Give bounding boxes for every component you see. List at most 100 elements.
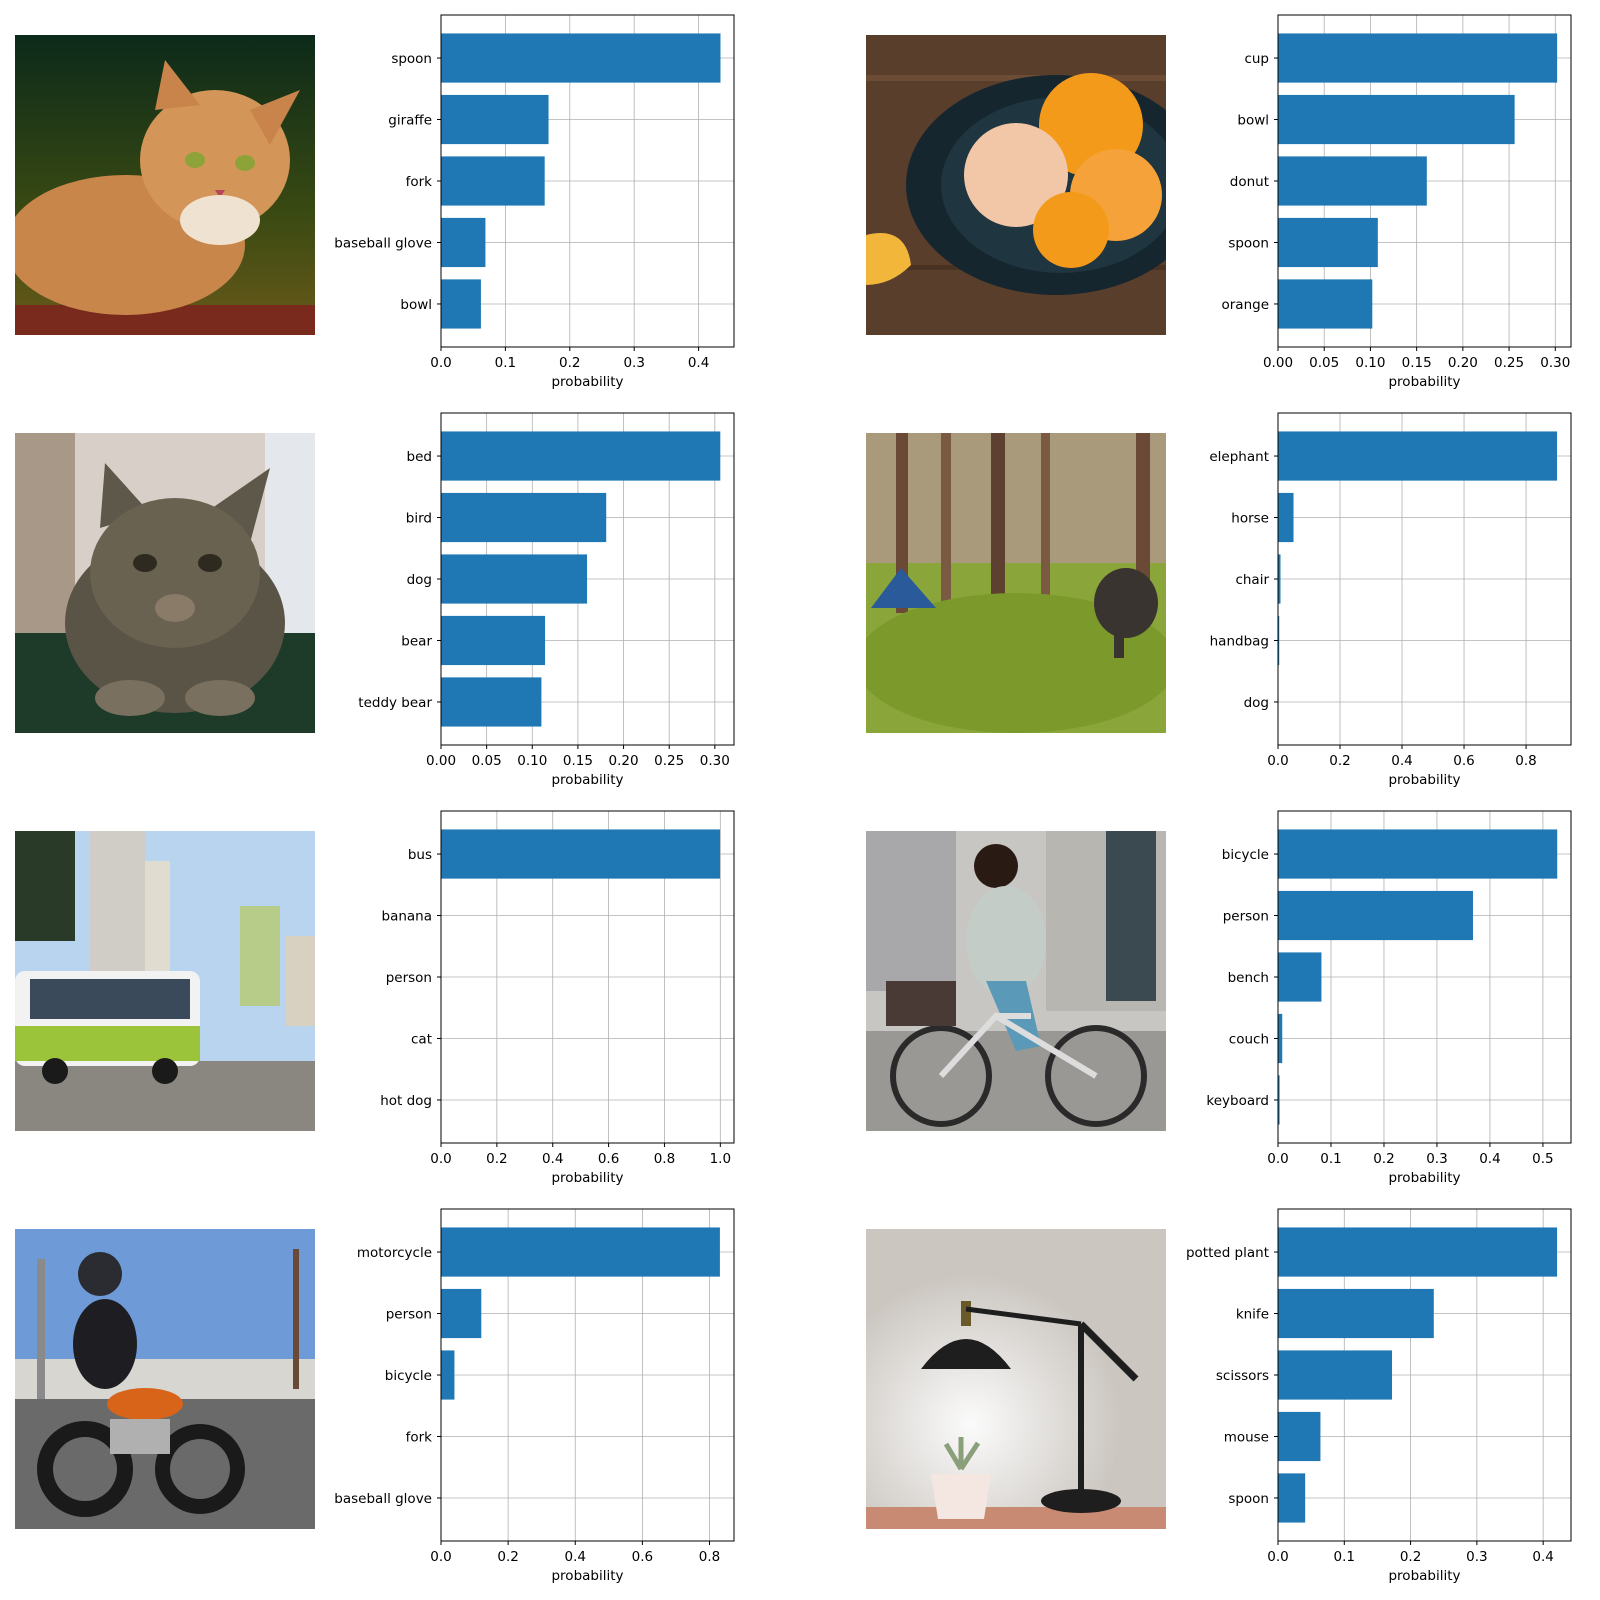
- chart-4-svg: elephant horse chair handbag dog 0.0 0.2 0.4 0.6…: [1209, 412, 1572, 788]
- bar-mouse: [1278, 1411, 1321, 1462]
- y-tick-label: fork: [406, 1429, 433, 1445]
- bar-donut: [1278, 156, 1427, 206]
- x-tick-label: 0.05: [1309, 355, 1339, 371]
- y-tick-label: bicycle: [385, 1368, 432, 1384]
- x-tick-label: 0.00: [426, 753, 456, 769]
- photo-4: [866, 433, 1166, 733]
- woman-bicycle-photo: [866, 831, 1166, 1131]
- y-tick-label: bicycle: [1222, 847, 1269, 863]
- y-tick-label: giraffe: [388, 113, 432, 129]
- x-tick-label: 0.4: [1391, 753, 1412, 769]
- y-tick-label: teddy bear: [358, 695, 432, 711]
- desk-lamp-plant-photo: [866, 1229, 1166, 1529]
- y-tick-label: dog: [1244, 695, 1269, 711]
- y-tick-label: couch: [1229, 1031, 1269, 1047]
- y-tick-label: dog: [407, 572, 432, 588]
- y-tick-label: spoon: [391, 51, 432, 67]
- x-axis-label: probability: [551, 374, 623, 390]
- x-tick-label: 0.6: [598, 1151, 619, 1167]
- y-tick-label: bird: [406, 511, 432, 527]
- x-tick-label: 0.2: [559, 355, 580, 371]
- bar-motorcycle: [441, 1227, 720, 1277]
- y-tick-label: motorcycle: [357, 1245, 432, 1261]
- x-axis-label: probability: [1388, 374, 1460, 390]
- x-axis-label: probability: [1388, 1170, 1460, 1186]
- y-tick-label: cat: [411, 1031, 432, 1047]
- x-tick-label: 0.2: [1373, 1151, 1394, 1167]
- x-tick-label: 0.0: [430, 1151, 451, 1167]
- chart-5: bus banana person cat hot dog 0.0 0.2 0.4 0.6 0.8…: [321, 810, 735, 1191]
- x-tick-label: 0.15: [1402, 355, 1432, 371]
- x-tick-label: 0.1: [1320, 1151, 1341, 1167]
- bar-scissors: [1278, 1350, 1393, 1400]
- x-tick-label: 0.0: [1267, 1549, 1288, 1565]
- y-tick-label: donut: [1230, 174, 1269, 190]
- y-tick-label: person: [386, 1307, 432, 1323]
- x-tick-label: 0.8: [699, 1549, 720, 1565]
- city-bus-photo: [15, 831, 315, 1131]
- x-tick-label: 0.20: [1448, 355, 1478, 371]
- x-tick-label: 0.5: [1532, 1151, 1553, 1167]
- y-tick-label: baseball glove: [334, 235, 432, 251]
- y-tick-label: banana: [382, 909, 433, 925]
- y-tick-label: fork: [406, 174, 433, 190]
- bar-teddy-bear: [441, 677, 542, 727]
- x-tick-label: 0.4: [565, 1549, 586, 1565]
- x-tick-label: 0.25: [654, 753, 684, 769]
- bar-bowl: [1278, 94, 1515, 145]
- x-tick-label: 0.0: [1267, 753, 1288, 769]
- bar-spoon: [441, 33, 721, 83]
- x-tick-label: 0.4: [542, 1151, 563, 1167]
- x-tick-label: 0.1: [1334, 1549, 1355, 1565]
- bar-horse: [1278, 492, 1294, 543]
- x-axis-label: probability: [551, 1568, 623, 1584]
- chart-3-svg: bed bird dog bear teddy bear 0.00 0.05 0.10 0.15…: [358, 412, 735, 788]
- x-tick-label: 0.0: [430, 1549, 451, 1565]
- bar-bird: [441, 492, 607, 543]
- x-tick-label: 0.00: [1263, 355, 1293, 371]
- bar-dog: [441, 554, 588, 604]
- bar-bowl: [441, 279, 481, 329]
- y-tick-label: bed: [407, 449, 432, 465]
- bar-bicycle: [1278, 829, 1558, 879]
- y-tick-label: chair: [1235, 572, 1269, 588]
- y-tick-label: mouse: [1224, 1429, 1269, 1445]
- bar-fork: [441, 156, 545, 206]
- photo-6: [866, 831, 1166, 1131]
- bar-giraffe: [441, 94, 549, 145]
- x-tick-label: 0.3: [623, 355, 644, 371]
- y-tick-label: person: [386, 970, 432, 986]
- photo-3: [15, 433, 315, 733]
- y-tick-label: elephant: [1209, 449, 1269, 465]
- chart-7-svg: motorcycle person bicycle fork baseball glov…: [334, 1208, 735, 1584]
- y-tick-label: cup: [1244, 51, 1269, 67]
- bar-couch: [1278, 1013, 1283, 1064]
- x-tick-label: 0.15: [563, 753, 593, 769]
- motorcycle-rider-photo: [15, 1229, 315, 1529]
- tangerines-plate-photo: [866, 35, 1166, 335]
- chart-5-svg: bus banana person cat hot dog 0.0 0.2 0.4 0.6 0.8…: [380, 810, 735, 1186]
- y-tick-label: handbag: [1210, 633, 1269, 649]
- x-axis-label: probability: [551, 772, 623, 788]
- x-tick-label: 0.3: [1466, 1549, 1487, 1565]
- x-axis-label: probability: [551, 1170, 623, 1186]
- photo-7: [15, 1229, 315, 1529]
- x-axis-label: probability: [1388, 772, 1460, 788]
- y-tick-label: horse: [1231, 511, 1269, 527]
- y-tick-label: bear: [401, 633, 432, 649]
- y-tick-label: bowl: [400, 297, 432, 313]
- x-tick-label: 0.2: [1329, 753, 1350, 769]
- y-tick-label: keyboard: [1206, 1093, 1269, 1109]
- tabby-cat-closeup-photo: [15, 433, 315, 733]
- bar-keyboard: [1278, 1075, 1280, 1125]
- chart-8-svg: potted plant knife scissors mouse spoon 0.0 0.…: [1186, 1208, 1572, 1584]
- x-tick-label: 0.8: [1515, 753, 1536, 769]
- bar-bear: [441, 615, 546, 666]
- x-tick-label: 0.4: [1532, 1549, 1553, 1565]
- chart-7: motorcycle person bicycle fork baseball glov…: [321, 1208, 735, 1589]
- photo-8: [866, 1229, 1166, 1529]
- chart-1-svg: spoon giraffe fork baseball glove bowl 0.0 0.1…: [334, 14, 735, 390]
- tabby-cat-photo: [15, 35, 315, 335]
- x-tick-label: 0.10: [1355, 355, 1385, 371]
